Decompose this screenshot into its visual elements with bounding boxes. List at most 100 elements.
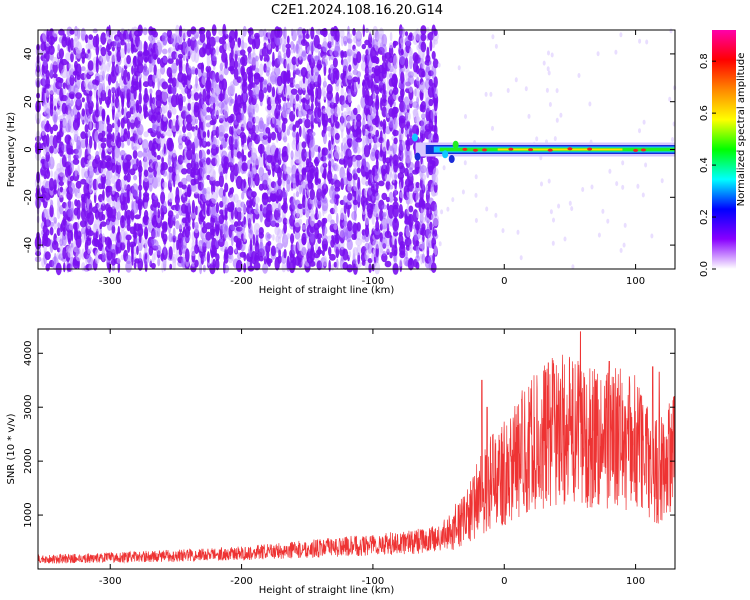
spectrogram-cell (431, 50, 436, 60)
spectrogram-cell (407, 161, 414, 170)
y-tick-label: -20 (23, 189, 34, 205)
spectrogram-cell (292, 192, 296, 204)
spectrogram-cell (144, 200, 149, 210)
spectrogram-cell (295, 83, 300, 89)
spectrogram-cell (162, 131, 167, 137)
spectrogram-cell (211, 136, 218, 150)
spectrogram-cell (429, 221, 433, 231)
spectrogram-cell (156, 57, 161, 65)
spectrogram-cell (102, 246, 105, 256)
spectrogram-cell (290, 233, 295, 244)
spectrogram-cell (271, 201, 276, 213)
spectrogram-cell (135, 99, 140, 111)
spectrogram-cell (237, 57, 241, 68)
spectrogram-cell (409, 47, 413, 56)
spectrogram-cell (212, 258, 217, 269)
spectrogram-cell (335, 92, 340, 105)
spectrogram-cell (266, 258, 273, 264)
spectrogram-cell (365, 197, 369, 206)
spectrogram-cell (347, 25, 350, 36)
spectrogram-cell (123, 191, 128, 197)
spectrogram-cell (433, 124, 438, 136)
spectrogram-cell (237, 37, 242, 45)
spectrogram-cell (310, 209, 315, 219)
spectrogram-cell (399, 37, 405, 45)
spectrogram-cell (310, 53, 314, 63)
colorbar-tick-label: 0.0 (699, 261, 710, 277)
spectrogram-cell (87, 48, 91, 54)
spectrogram-cell (318, 50, 321, 62)
spectrogram-cell (107, 196, 112, 206)
spectrogram-cell (49, 93, 54, 102)
spectrogram-cell (212, 49, 216, 58)
spectrogram-cell (125, 254, 132, 265)
spectrogram-cell (46, 120, 50, 130)
spectrogram-cell (301, 28, 307, 35)
spectrogram-cell (283, 52, 287, 59)
spectrogram-cell (74, 168, 78, 177)
spectrogram-cell (52, 29, 58, 38)
spectrogram-cell (552, 217, 555, 223)
spectrogram-cell (263, 56, 267, 62)
spectrogram-cell (172, 241, 176, 254)
spectrogram-cell (44, 251, 51, 261)
spectrogram-cell (214, 107, 221, 116)
spectrogram-cell (357, 76, 361, 85)
spectrogram-cell (215, 253, 220, 261)
spectrogram-cell (61, 68, 68, 79)
spectrogram-cell (233, 193, 239, 203)
spectrogram-cell (301, 50, 307, 57)
spectrogram-cell (243, 252, 247, 262)
spectrogram-cell (535, 136, 539, 142)
spectrogram-cell (95, 150, 100, 159)
spectrogram-cell (53, 178, 57, 192)
spectrogram-cell (405, 250, 408, 260)
spectrogram-cell (258, 153, 264, 168)
spectrogram-cell (384, 260, 392, 268)
spectrogram-cell (161, 156, 165, 164)
spectrogram-cell (317, 107, 322, 119)
spectrogram-cell (162, 169, 168, 177)
spectrogram-cell (242, 71, 248, 84)
spectrogram-cell (434, 203, 438, 211)
spectrogram-cell (89, 79, 93, 86)
spectrogram-cell (147, 171, 154, 179)
spectrogram-cell (559, 112, 563, 118)
spectrogram-cell (286, 69, 291, 82)
spectrogram-cell (356, 82, 361, 89)
spectrogram-cell (194, 67, 199, 76)
spectrogram-cell (389, 31, 393, 42)
spectrogram-cell (440, 209, 444, 215)
spectrogram-cell (381, 204, 387, 210)
spectrogram-cell (416, 211, 419, 219)
signal-hotspot (567, 147, 573, 151)
spectrogram-cell (416, 96, 420, 104)
spectrogram-cell (142, 66, 150, 77)
spectrogram-cell (335, 69, 340, 81)
x-tick-label: -200 (230, 276, 253, 287)
spectrogram-cell (242, 25, 247, 37)
spectrogram-cell (229, 98, 235, 104)
spectrogram-cell (88, 256, 94, 268)
spectrogram-cell (133, 163, 137, 169)
spectrogram-cell (77, 28, 81, 40)
spectrogram-cell (451, 197, 455, 203)
spectrogram-cell (340, 150, 344, 157)
spectrogram-cell (392, 106, 399, 115)
spectrogram-cell (382, 78, 386, 84)
spectrogram-cell (49, 145, 54, 154)
spectrogram-cell (645, 39, 649, 45)
spectrogram-cell (298, 125, 302, 138)
spectrogram-cell (68, 152, 71, 165)
spectrogram-cell (334, 232, 340, 245)
spectrogram-cell (301, 224, 307, 230)
spectrogram-cell (95, 33, 100, 48)
spectrogram-cell (306, 29, 309, 36)
spectrogram-cell (347, 172, 353, 182)
spectrogram-cell (622, 242, 626, 248)
spectrogram-cell (308, 260, 316, 267)
spectrogram-cell (167, 58, 174, 64)
spectrogram-cell (339, 29, 345, 39)
spectrogram-cell (214, 36, 221, 43)
spectrogram-cell (550, 52, 554, 58)
